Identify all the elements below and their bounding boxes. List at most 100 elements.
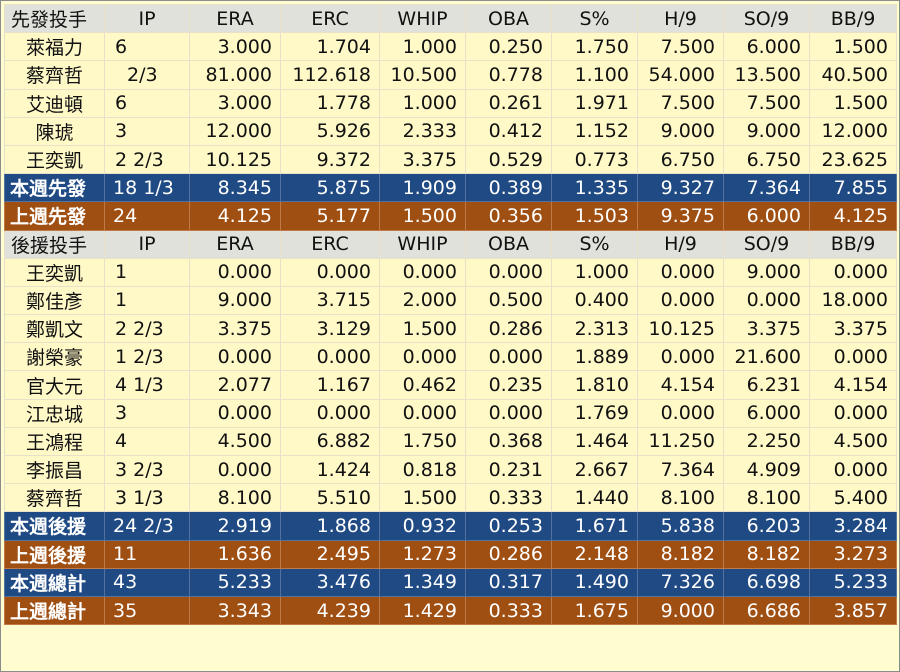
cell-ip: 24 2/3 xyxy=(104,511,190,541)
cell-oba: 0.333 xyxy=(465,483,552,513)
starter-row: 王奕凱 2 2/3 10.125 9.372 3.375 0.529 0.773 6.750 6… xyxy=(4,144,897,175)
cell-erc: 6.882 xyxy=(280,426,380,457)
cell-era: 5.233 xyxy=(189,567,281,597)
cell-oba: 0.286 xyxy=(465,314,552,344)
cell-s-pct: 1.152 xyxy=(551,116,638,146)
cell-oba: 0.356 xyxy=(465,201,552,231)
cell-pitcher-name: 王奕凱 xyxy=(4,257,105,287)
cell-whip: 2.000 xyxy=(379,285,466,316)
cell-so9: 8.100 xyxy=(723,483,810,513)
header-era: ERA xyxy=(189,229,281,259)
cell-bb9: 18.000 xyxy=(809,285,897,316)
cell-pitcher-name: 鄭凱文 xyxy=(4,314,105,344)
cell-bb9: 0.000 xyxy=(809,454,897,485)
starters-header-row: 先發投手 IP ERA ERC WHIP OBA S% H/9 SO/9 BB/9 xyxy=(4,3,897,34)
reliever-row: 李振昌 3 2/3 0.000 1.424 0.818 0.231 2.667 7.364 4.… xyxy=(4,454,897,485)
cell-ip: 18 1/3 xyxy=(104,173,190,203)
cell-oba: 0.000 xyxy=(465,342,552,372)
cell-erc: 1.778 xyxy=(280,88,380,118)
reliever-row: 王奕凱 1 0.000 0.000 0.000 0.000 1.000 0.000 9.000 0… xyxy=(4,257,897,287)
cell-pitcher-name: 官大元 xyxy=(4,370,105,400)
cell-ip: 3 xyxy=(104,398,190,428)
cell-h9: 6.750 xyxy=(637,144,724,175)
cell-era: 12.000 xyxy=(189,116,281,146)
cell-ip: 2 2/3 xyxy=(104,144,190,175)
cell-s-pct: 2.313 xyxy=(551,314,638,344)
relievers-this-week-row: 本週後援 24 2/3 2.919 1.868 0.932 0.253 1.671 5.838… xyxy=(4,511,897,541)
cell-oba: 0.500 xyxy=(465,285,552,316)
cell-ip: 35 xyxy=(104,595,190,626)
cell-ip: 11 xyxy=(104,539,190,569)
cell-h9: 9.375 xyxy=(637,201,724,231)
totals-this-week-row: 本週總計 43 5.233 3.476 1.349 0.317 1.490 7.326 6.69… xyxy=(4,567,897,597)
cell-ip: 24 xyxy=(104,201,190,231)
cell-pitcher-name: 王奕凱 xyxy=(4,144,105,175)
reliever-row: 謝榮豪 1 2/3 0.000 0.000 0.000 0.000 1.889 0.000 21… xyxy=(4,342,897,372)
cell-bb9: 3.273 xyxy=(809,539,897,569)
cell-pitcher-name: 江忠城 xyxy=(4,398,105,428)
header-erc: ERC xyxy=(280,3,380,34)
cell-s-pct: 1.971 xyxy=(551,88,638,118)
cell-era: 0.000 xyxy=(189,398,281,428)
cell-h9: 7.364 xyxy=(637,454,724,485)
cell-oba: 0.368 xyxy=(465,426,552,457)
cell-so9: 6.698 xyxy=(723,567,810,597)
reliever-row: 王鴻程 4 4.500 6.882 1.750 0.368 1.464 11.250 2.250… xyxy=(4,426,897,457)
header-so9: SO/9 xyxy=(723,3,810,34)
cell-bb9: 3.284 xyxy=(809,511,897,541)
cell-whip: 0.932 xyxy=(379,511,466,541)
cell-oba: 0.231 xyxy=(465,454,552,485)
cell-oba: 0.235 xyxy=(465,370,552,400)
cell-whip: 1.349 xyxy=(379,567,466,597)
cell-so9: 6.000 xyxy=(723,398,810,428)
cell-h9: 9.000 xyxy=(637,116,724,146)
cell-erc: 5.926 xyxy=(280,116,380,146)
cell-s-pct: 1.490 xyxy=(551,567,638,597)
reliever-row: 江忠城 3 0.000 0.000 0.000 0.000 1.769 0.000 6.000 0… xyxy=(4,398,897,428)
cell-h9: 9.327 xyxy=(637,173,724,203)
cell-whip: 0.462 xyxy=(379,370,466,400)
cell-s-pct: 1.440 xyxy=(551,483,638,513)
cell-s-pct: 2.667 xyxy=(551,454,638,485)
cell-s-pct: 1.675 xyxy=(551,595,638,626)
cell-whip: 1.273 xyxy=(379,539,466,569)
header-s-pct: S% xyxy=(551,229,638,259)
cell-h9: 8.100 xyxy=(637,483,724,513)
cell-whip: 1.000 xyxy=(379,88,466,118)
cell-ip: 6 xyxy=(104,88,190,118)
cell-h9: 10.125 xyxy=(637,314,724,344)
cell-ip: 6 xyxy=(104,32,190,62)
header-so9: SO/9 xyxy=(723,229,810,259)
cell-erc: 1.868 xyxy=(280,511,380,541)
cell-erc: 5.510 xyxy=(280,483,380,513)
cell-era: 1.636 xyxy=(189,539,281,569)
cell-oba: 0.333 xyxy=(465,595,552,626)
cell-era: 4.500 xyxy=(189,426,281,457)
cell-pitcher-name: 陳琥 xyxy=(4,116,105,146)
cell-s-pct: 1.100 xyxy=(551,60,638,90)
cell-h9: 11.250 xyxy=(637,426,724,457)
cell-oba: 0.286 xyxy=(465,539,552,569)
cell-so9: 0.000 xyxy=(723,285,810,316)
cell-erc: 1.167 xyxy=(280,370,380,400)
cell-so9: 13.500 xyxy=(723,60,810,90)
cell-so9: 6.750 xyxy=(723,144,810,175)
cell-s-pct: 1.750 xyxy=(551,32,638,62)
cell-erc: 5.177 xyxy=(280,201,380,231)
reliever-row: 蔡齊哲 3 1/3 8.100 5.510 1.500 0.333 1.440 8.100 8.… xyxy=(4,483,897,513)
cell-ip: 1 xyxy=(104,285,190,316)
cell-h9: 5.838 xyxy=(637,511,724,541)
cell-pitcher-name: 艾迪頓 xyxy=(4,88,105,118)
cell-so9: 4.909 xyxy=(723,454,810,485)
cell-whip: 1.909 xyxy=(379,173,466,203)
cell-h9: 0.000 xyxy=(637,257,724,287)
cell-s-pct: 1.000 xyxy=(551,257,638,287)
cell-pitcher-name: 上週總計 xyxy=(4,595,105,626)
cell-whip: 10.500 xyxy=(379,60,466,90)
cell-era: 2.077 xyxy=(189,370,281,400)
totals-last-week-row: 上週總計 35 3.343 4.239 1.429 0.333 1.675 9.000 6.68… xyxy=(4,595,897,626)
cell-pitcher-name: 上週先發 xyxy=(4,201,105,231)
cell-pitcher-name: 本週總計 xyxy=(4,567,105,597)
cell-oba: 0.261 xyxy=(465,88,552,118)
